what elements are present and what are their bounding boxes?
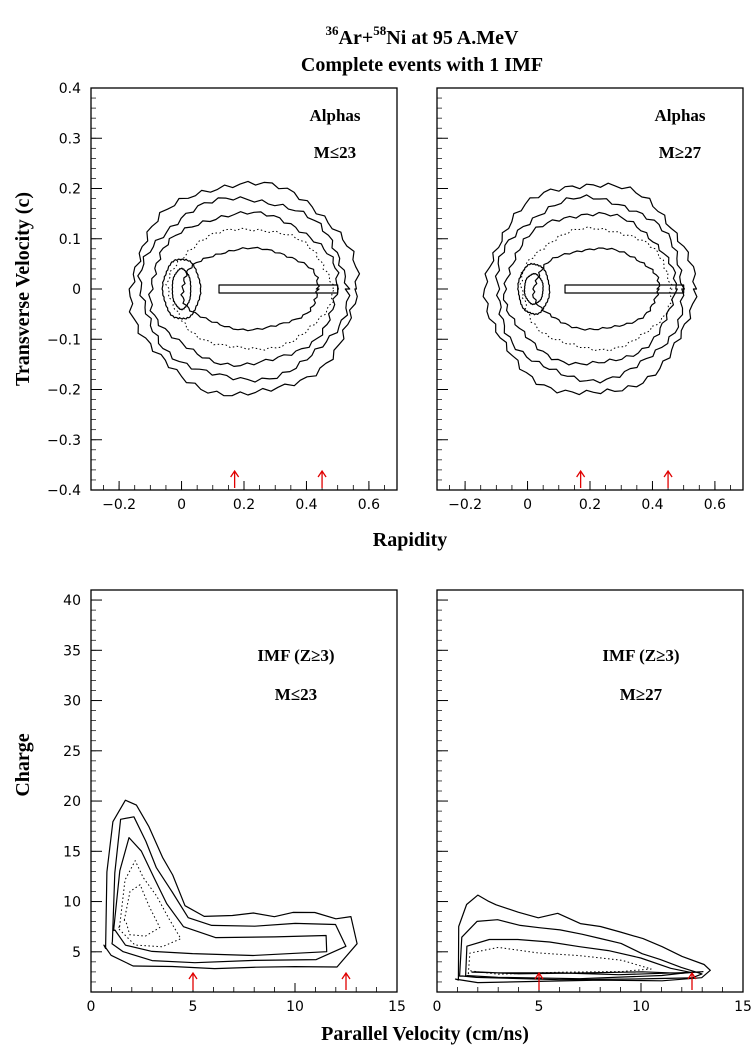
y-tick-label: 0.3 bbox=[59, 131, 81, 147]
contour-line bbox=[171, 267, 192, 311]
y-tick-label: −0.2 bbox=[47, 383, 81, 399]
reference-arrow bbox=[534, 971, 544, 990]
contour-line bbox=[482, 182, 698, 396]
y-tick-label: −0.1 bbox=[47, 332, 81, 348]
x-tick-label: 0 bbox=[523, 497, 532, 513]
x-tick-label: 10 bbox=[632, 999, 650, 1015]
reference-arrow bbox=[576, 469, 586, 488]
top-x-axis-label: Rapidity bbox=[373, 529, 447, 551]
contour-line bbox=[165, 227, 335, 351]
reference-arrow bbox=[230, 469, 240, 488]
panel-alphas-high-mult: −0.2 0 0.2 0.4 0.6 Alphas M≥27 bbox=[436, 87, 744, 513]
top-y-axis-label: Transverse Velocity (c) bbox=[12, 192, 34, 386]
y-tick-label: 20 bbox=[63, 794, 81, 810]
x-tick-label: 5 bbox=[189, 999, 198, 1015]
contour-line bbox=[532, 247, 661, 331]
panel-label-line2: M≥27 bbox=[620, 685, 663, 704]
panel-label-line1: IMF (Z≥3) bbox=[257, 646, 334, 665]
panel-frame bbox=[436, 589, 744, 993]
x-tick-label: 0 bbox=[433, 999, 442, 1015]
y-tick-label: −0.3 bbox=[47, 433, 81, 449]
y-tick-label: 15 bbox=[63, 844, 81, 860]
y-tick-label: 5 bbox=[72, 945, 81, 961]
title-nucleus-b: Ni at 95 A.MeV bbox=[386, 27, 519, 49]
contour-line bbox=[161, 258, 202, 320]
y-tick-label: 40 bbox=[63, 593, 81, 609]
y-tick-label: 0.1 bbox=[59, 232, 81, 248]
x-tick-label: 15 bbox=[388, 999, 406, 1015]
contour-line bbox=[113, 837, 328, 957]
x-tick-label: 10 bbox=[286, 999, 304, 1015]
contour-line bbox=[564, 284, 685, 294]
x-tick-label: 0.6 bbox=[704, 497, 726, 513]
reference-arrow bbox=[687, 971, 697, 990]
reference-arrow bbox=[188, 971, 198, 990]
contour-line bbox=[471, 971, 704, 976]
x-tick-label: 0.4 bbox=[295, 497, 317, 513]
x-tick-label: 0.2 bbox=[233, 497, 255, 513]
panel-label-line2: M≤23 bbox=[314, 143, 356, 162]
x-tick-label: −0.2 bbox=[102, 497, 136, 513]
bottom-x-axis-label: Parallel Velocity (cm/ns) bbox=[321, 1023, 529, 1045]
x-tick-label: 5 bbox=[535, 999, 544, 1015]
bottom-y-axis-label: Charge bbox=[12, 733, 34, 796]
reference-arrow bbox=[341, 971, 351, 990]
contour-line bbox=[465, 938, 691, 980]
y-tick-label: 30 bbox=[63, 694, 81, 710]
y-tick-label: 35 bbox=[63, 643, 81, 659]
panel-imf-low-mult: 0 5 10 15 40 35 30 25 20 15 10 5 IMF (Z≥3) M≤23 bbox=[63, 589, 406, 1015]
contour-line bbox=[517, 262, 551, 316]
x-tick-label: 0.6 bbox=[358, 497, 380, 513]
panel-label-line2: M≥27 bbox=[659, 143, 702, 162]
contour-line bbox=[467, 946, 652, 975]
contour-line bbox=[523, 272, 544, 306]
figure-subtitle: Complete events with 1 IMF bbox=[301, 54, 543, 76]
x-tick-label: 0.4 bbox=[641, 497, 663, 513]
title-mass-a: 36 bbox=[326, 23, 340, 38]
contour-line bbox=[502, 211, 678, 366]
x-tick-label: 0 bbox=[177, 497, 186, 513]
y-tick-label: 0.4 bbox=[59, 81, 81, 97]
y-tick-label: 10 bbox=[63, 895, 81, 911]
title-nucleus-a: Ar+ bbox=[339, 27, 374, 49]
panel-label-line1: Alphas bbox=[309, 106, 360, 125]
panel-frame bbox=[90, 589, 398, 993]
y-tick-label: 0 bbox=[72, 282, 81, 298]
figure-title: 36Ar+58Ni at 95 A.MeV bbox=[326, 23, 519, 49]
y-tick-label: 0.2 bbox=[59, 182, 81, 198]
contour-line bbox=[137, 196, 351, 383]
panel-label-line1: Alphas bbox=[654, 106, 705, 125]
panel-label-line1: IMF (Z≥3) bbox=[602, 646, 679, 665]
x-tick-label: −0.2 bbox=[448, 497, 482, 513]
reference-arrow bbox=[317, 469, 327, 488]
contour-line bbox=[218, 284, 339, 294]
contour-line bbox=[128, 180, 361, 397]
contour-line bbox=[459, 919, 703, 981]
title-mass-b: 58 bbox=[373, 23, 387, 38]
panel-alphas-low-mult: −0.2 0 0.2 0.4 0.6 0.4 0.3 0.2 0.1 0 −0.1 −0.2 −0.3 −… bbox=[47, 81, 398, 513]
contour-line bbox=[123, 884, 161, 937]
contour-line bbox=[148, 211, 340, 367]
contour-line bbox=[454, 894, 711, 984]
contour-line bbox=[103, 799, 358, 970]
panel-label-line2: M≤23 bbox=[275, 685, 317, 704]
reference-arrow bbox=[663, 469, 673, 488]
contour-line bbox=[111, 816, 347, 964]
panel-imf-high-mult: 0 5 10 15 IMF (Z≥3) M≥27 bbox=[433, 589, 752, 1015]
contour-line bbox=[494, 194, 685, 384]
y-tick-label: −0.4 bbox=[47, 483, 81, 499]
contour-line bbox=[180, 246, 320, 332]
x-tick-label: 0.2 bbox=[579, 497, 601, 513]
x-tick-label: 0 bbox=[87, 999, 96, 1015]
x-tick-label: 15 bbox=[734, 999, 752, 1015]
contour-line bbox=[519, 226, 673, 352]
y-tick-label: 25 bbox=[63, 744, 81, 760]
